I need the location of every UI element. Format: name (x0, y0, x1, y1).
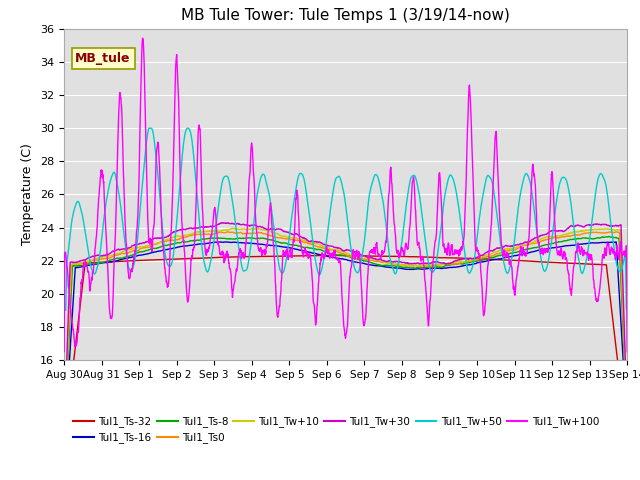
Title: MB Tule Tower: Tule Temps 1 (3/19/14-now): MB Tule Tower: Tule Temps 1 (3/19/14-now… (181, 9, 510, 24)
Y-axis label: Temperature (C): Temperature (C) (22, 144, 35, 245)
Text: MB_tule: MB_tule (76, 52, 131, 65)
Legend: Tul1_Ts-32, Tul1_Ts-16, Tul1_Ts-8, Tul1_Ts0, Tul1_Tw+10, Tul1_Tw+30, Tul1_Tw+50,: Tul1_Ts-32, Tul1_Ts-16, Tul1_Ts-8, Tul1_… (69, 412, 604, 447)
